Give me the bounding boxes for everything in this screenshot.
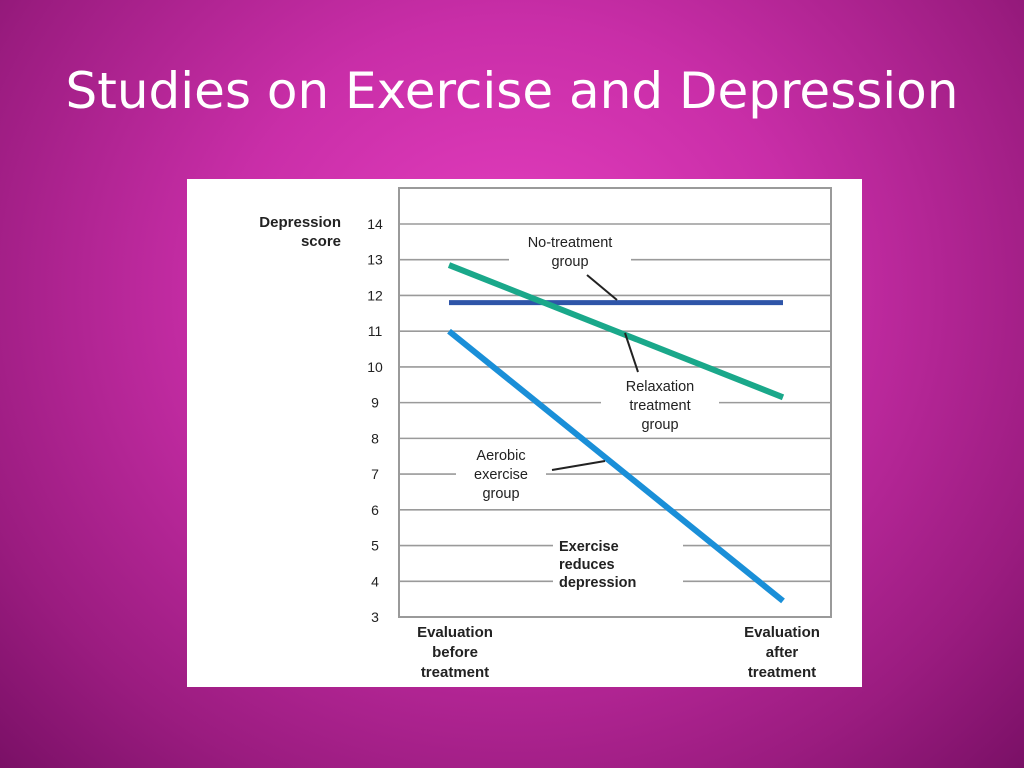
y-tick-label: 12 bbox=[367, 287, 383, 303]
category-after-line-1: Evaluation bbox=[744, 624, 820, 641]
annotation-conclusion-line-2: reduces bbox=[559, 557, 615, 573]
series-line-relaxation bbox=[447, 262, 785, 401]
series-lines bbox=[447, 262, 785, 604]
y-tick-label: 4 bbox=[371, 573, 379, 589]
category-after-line-2: after bbox=[766, 644, 799, 661]
y-tick-label: 5 bbox=[371, 538, 379, 554]
annotation-relaxation-line-3: group bbox=[641, 417, 678, 433]
annotation-bg-aerobic bbox=[456, 445, 546, 501]
leader-relaxation bbox=[624, 332, 639, 373]
annotation-bg-conclusion bbox=[553, 536, 683, 592]
category-before-line-2: before bbox=[432, 644, 478, 661]
annotation-aerobic-line-2: exercise bbox=[474, 467, 528, 483]
category-before-line-1: Evaluation bbox=[417, 624, 493, 641]
category-after-line-3: treatment bbox=[748, 664, 816, 681]
y-tick-labels: 3 4 5 6 7 8 9 10 11 12 13 14 bbox=[367, 216, 383, 625]
y-tick-label: 14 bbox=[367, 216, 383, 232]
leader-no-treatment bbox=[586, 274, 618, 301]
line-chart: 3 4 5 6 7 8 9 10 11 12 13 14 Depression score Evalu… bbox=[259, 187, 832, 681]
annotation-no-treatment-line-1: No-treatment bbox=[528, 235, 613, 251]
y-tick-label: 9 bbox=[371, 395, 379, 411]
y-tick-label: 8 bbox=[371, 430, 379, 446]
y-tick-label: 11 bbox=[368, 323, 383, 339]
y-axis-title-line-1: Depression bbox=[259, 214, 341, 231]
chart-panel: 3 4 5 6 7 8 9 10 11 12 13 14 Depression score Evalu… bbox=[187, 179, 862, 687]
annotation-aerobic-line-3: group bbox=[482, 486, 519, 502]
leader-aerobic bbox=[551, 460, 606, 471]
annotation-relaxation-line-1: Relaxation bbox=[626, 379, 695, 395]
series-line-aerobic bbox=[447, 328, 785, 604]
annotation-no-treatment-line-2: group bbox=[551, 254, 588, 270]
y-axis-title-line-2: score bbox=[301, 233, 341, 250]
y-tick-label: 10 bbox=[367, 359, 383, 375]
category-before-line-3: treatment bbox=[421, 664, 489, 681]
annotation-conclusion-line-1: Exercise bbox=[559, 539, 619, 555]
y-tick-label: 6 bbox=[371, 502, 379, 518]
y-tick-label: 7 bbox=[371, 466, 379, 482]
y-tick-label: 13 bbox=[367, 252, 383, 268]
annotation-relaxation-line-2: treatment bbox=[629, 398, 690, 414]
annotation-bg-no-treatment bbox=[509, 232, 631, 270]
slide-title: Studies on Exercise and Depression bbox=[65, 62, 959, 120]
y-tick-label: 3 bbox=[371, 609, 379, 625]
annotation-conclusion-line-3: depression bbox=[559, 575, 636, 591]
annotation-bg-relaxation bbox=[601, 375, 719, 433]
annotation-aerobic-line-1: Aerobic bbox=[476, 448, 525, 464]
